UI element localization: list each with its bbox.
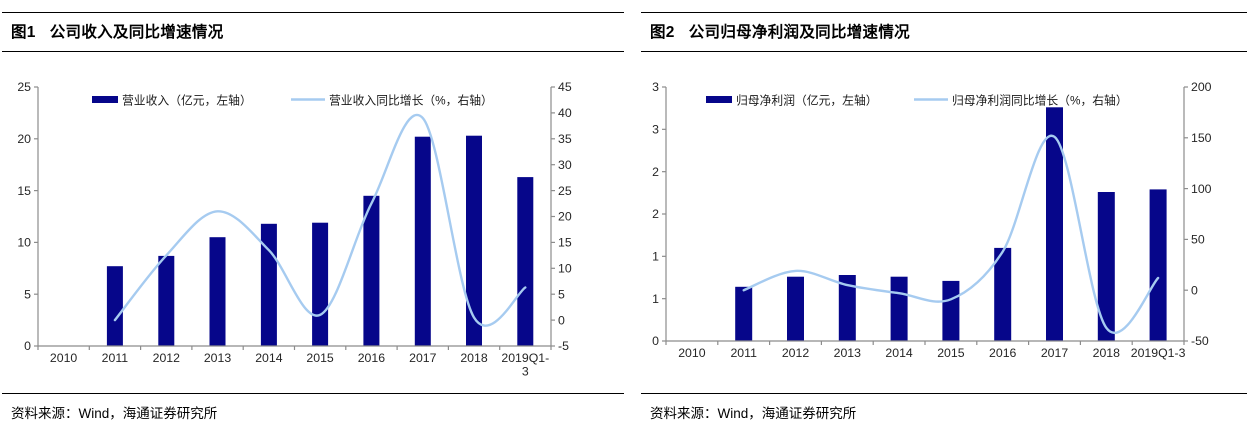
figure2-panel: 图2 公司归母净利润及同比增速情况 0 1 1 2 2 3 3 -50 0 50 100 150 200 2… [641,12,1247,422]
bar-2012 [787,276,804,341]
bar-2013 [209,237,226,346]
legend-bar-label: 营业收入（亿元，左轴） [122,94,252,108]
growth-line [113,113,527,327]
figure1-chart-area: 0 5 10 15 20 25 -5 0 5 10 15 20 25 30 35 40 45 2010 2011 20… [2,52,624,393]
left-axis-label: 2 [652,165,659,179]
left-axis-label: 10 [17,236,31,250]
figure2-number: 图2 [650,24,675,41]
x-axis-label: 2017 [1041,346,1069,360]
x-axis-label: 2013 [204,351,232,365]
x-axis-label: 2011 [730,346,757,360]
right-axis-label: -50 [1191,334,1209,348]
right-axis-label: 50 [1191,233,1205,247]
x-axis-label: 2019Q1-3 [501,351,549,379]
left-axis-label: 0 [652,334,659,348]
x-axis-label: 2010 [50,351,78,365]
right-axis-label: -5 [558,339,569,353]
figure1-chart: 0 5 10 15 20 25 -5 0 5 10 15 20 25 30 35 40 45 2010 2011 20… [17,80,572,379]
x-axis-label: 2012 [782,346,810,360]
figure2-source-text: 资料来源：Wind，海通证券研究所 [650,406,857,421]
left-axis-label: 25 [17,80,31,94]
x-axis-label: 2016 [989,346,1017,360]
right-axis-label: 10 [558,262,572,276]
left-axis-label: 15 [17,184,31,198]
bar-2014 [890,276,908,341]
bar-2018 [466,135,482,346]
left-axis-label: 0 [24,339,31,353]
left-axis-label: 2 [652,207,659,221]
x-axis-label: 2017 [409,351,437,365]
figure1-title: 公司收入及同比增速情况 [49,24,224,41]
left-axis-label: 5 [24,287,31,301]
bar-2012 [158,255,175,346]
bar-2019Q1-3 [1149,189,1167,341]
bar-2011 [106,266,123,346]
x-axis-label: 2016 [358,351,386,365]
bar-2018 [1097,192,1115,341]
x-axis-label: 2018 [1093,346,1121,360]
x-axis-label: 2011 [102,351,129,365]
left-axis-label: 3 [652,80,659,94]
figure2-title: 公司归母净利润及同比增速情况 [688,24,910,41]
right-axis-label: 35 [558,132,572,146]
legend-line-label: 营业收入同比增长（%，右轴） [329,94,493,108]
x-axis-label: 2014 [885,346,913,360]
figure1-panel: 图1 公司收入及同比增速情况 0 5 10 15 20 25 -5 0 5 10 15 20 25 30 35… [2,12,624,422]
figure1-number: 图1 [11,24,36,41]
left-axis-label: 1 [652,250,659,264]
figure2-header: 图2 公司归母净利润及同比增速情况 [641,12,1247,52]
right-axis-label: 200 [1191,80,1212,94]
x-axis-label: 2018 [460,351,488,365]
left-axis-label: 1 [652,292,659,306]
bar-2019Q1-3 [517,177,534,346]
figure2-chart-area: 0 1 1 2 2 3 3 -50 0 50 100 150 200 2010 2011 2012 2013 20… [641,52,1247,393]
bar-2017 [1046,107,1063,341]
figure2-chart: 0 1 1 2 2 3 3 -50 0 50 100 150 200 2010 2011 2012 2013 20… [652,80,1212,360]
bar-2014 [260,223,277,346]
x-axis-label: 2019Q1-3 [1131,346,1186,360]
figure1-source-text: 资料来源：Wind，海通证券研究所 [11,406,218,421]
right-axis-label: 40 [558,106,572,120]
bar-2017 [414,136,431,346]
bar-2011 [735,286,753,341]
figure1-source-row: 资料来源：Wind，海通证券研究所 [2,393,624,422]
legend-bar-swatch [92,96,118,103]
figure1-header: 图1 公司收入及同比增速情况 [2,12,624,52]
bar-2015 [942,280,960,341]
right-axis-label: 0 [1191,283,1198,297]
figures-row: 图1 公司收入及同比增速情况 0 5 10 15 20 25 -5 0 5 10 15 20 25 30 35… [0,12,1248,422]
legend-bar-swatch [706,96,732,103]
x-axis-label: 2012 [153,351,181,365]
x-axis-label: 2014 [255,351,283,365]
x-axis-label: 2013 [834,346,862,360]
right-axis-label: 25 [558,184,572,198]
right-axis-label: 30 [558,158,572,172]
x-axis-label: 2010 [678,346,706,360]
legend-line-label: 归母净利润同比增长（%，右轴） [952,94,1128,108]
bar-2016 [363,195,380,346]
right-axis-label: 150 [1191,131,1212,145]
right-axis-label: 100 [1191,182,1212,196]
legend-bar-label: 归母净利润（亿元，左轴） [736,94,878,108]
right-axis-label: 15 [558,236,572,250]
right-axis-label: 5 [558,287,565,301]
bar-2015 [312,222,329,346]
right-axis-label: 45 [558,80,572,94]
figure2-source-row: 资料来源：Wind，海通证券研究所 [641,393,1247,422]
x-axis-label: 2015 [306,351,334,365]
bar-2013 [838,275,856,341]
bar-2016 [994,247,1012,341]
growth-line [742,134,1160,334]
right-axis-label: 0 [558,313,565,327]
right-axis-label: 20 [558,210,572,224]
left-axis-label: 20 [17,132,31,146]
x-axis-label: 2015 [937,346,965,360]
left-axis-label: 3 [652,123,659,137]
